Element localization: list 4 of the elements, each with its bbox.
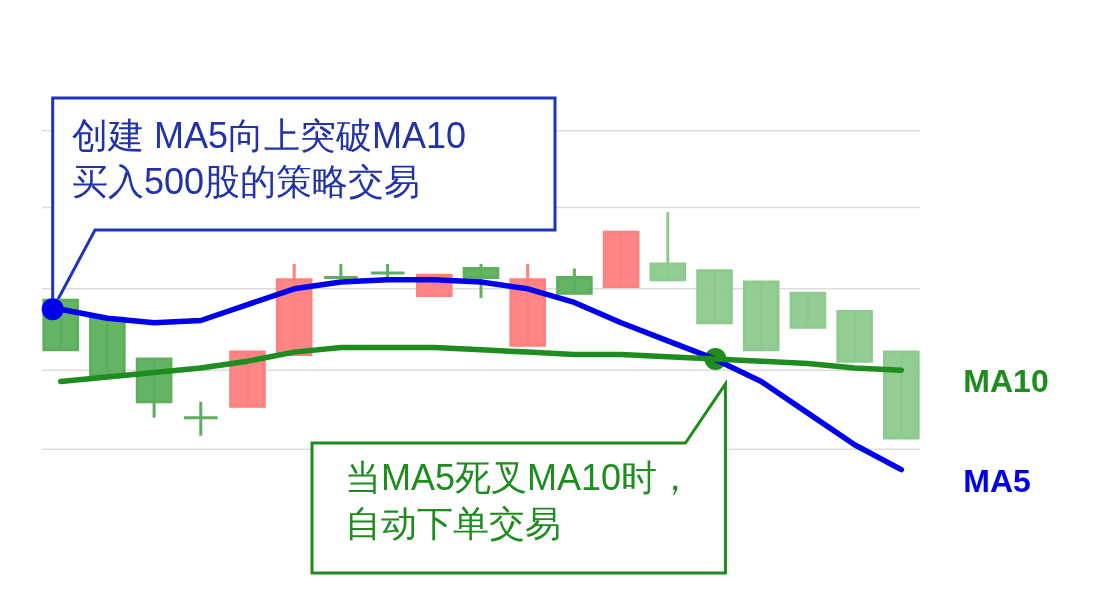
text: 当MA5死叉MA10时，自动下单交易 <box>345 457 694 544</box>
text: 创建 MA5向上突破MA10买入500股的策略交易 <box>72 115 467 202</box>
series-label: MA10 <box>963 363 1049 400</box>
series-label: MA5 <box>963 462 1031 499</box>
